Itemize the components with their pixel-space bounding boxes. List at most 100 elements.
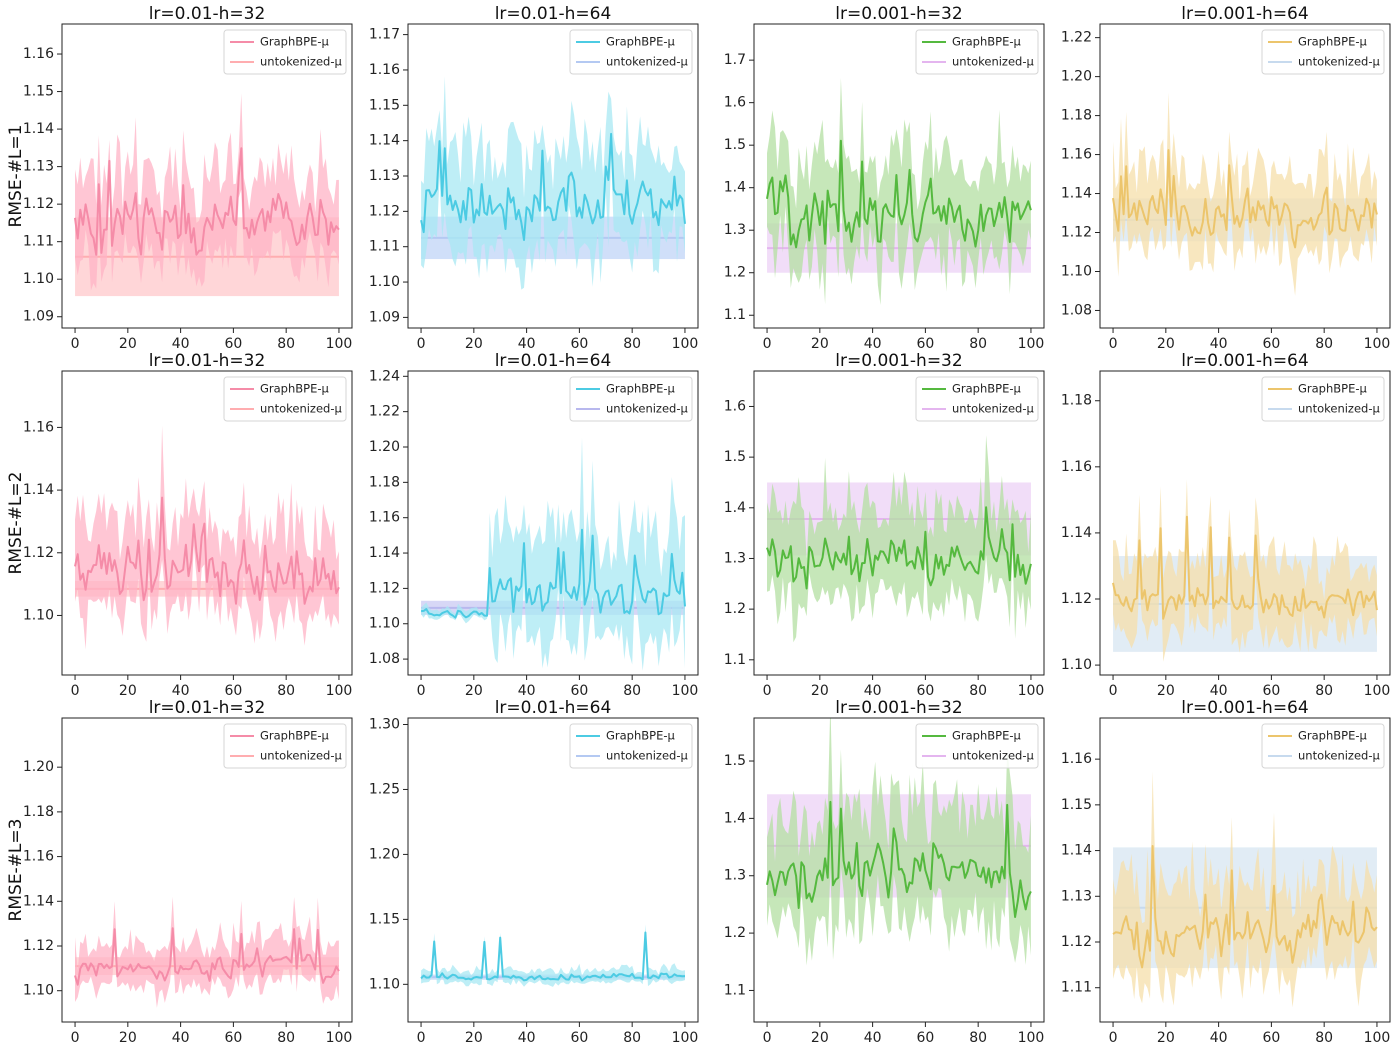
- x-tick-label: 20: [119, 683, 137, 699]
- y-tick-label: 1.08: [369, 651, 400, 667]
- subplot-title: lr=0.01-h=32: [149, 4, 266, 24]
- y-tick-label: 1.5: [724, 137, 746, 153]
- legend-box: [569, 723, 693, 769]
- x-tick-label: 100: [672, 336, 699, 352]
- subplot-title: lr=0.001-h=64: [1181, 698, 1308, 718]
- graphbpe-band: [421, 924, 685, 987]
- graphbpe-band: [1113, 479, 1377, 662]
- x-tick-label: 80: [277, 336, 295, 352]
- y-tick-label: 1.08: [1061, 302, 1092, 318]
- y-tick-label: 1.13: [1061, 888, 1092, 904]
- graphbpe-band: [767, 718, 1031, 966]
- x-tick-label: 60: [224, 683, 242, 699]
- legend-box: [1261, 723, 1385, 769]
- axes-frame: [61, 23, 353, 329]
- x-tick-label: 20: [119, 1030, 137, 1046]
- row-label: RMSE-#L=1: [6, 125, 26, 228]
- x-tick-label: 100: [326, 336, 353, 352]
- plot-area: [1112, 479, 1378, 662]
- x-tick-label: 20: [119, 336, 137, 352]
- legend-label: GraphBPE-μ: [606, 382, 676, 396]
- subplot-2-3: 1.11 1.12 1.13 1.14 1.15 1.16 0 20 40 60 80 100 lr=0…: [1061, 698, 1391, 1046]
- x-tick-label: 80: [277, 683, 295, 699]
- y-tick-label: 1.15: [369, 911, 400, 927]
- x-tick-label: 100: [1364, 1030, 1391, 1046]
- x-tick-label: 0: [763, 336, 772, 352]
- y-tick-label: 1.16: [369, 510, 400, 526]
- y-tick-label: 1.12: [1061, 591, 1092, 607]
- legend-label: untokenized-μ: [1298, 749, 1380, 763]
- subplot-title: lr=0.001-h=64: [1181, 351, 1308, 371]
- x-tick-label: 80: [969, 1030, 987, 1046]
- plot-area: [766, 435, 1032, 643]
- graphbpe-line: [74, 496, 340, 605]
- legend-box: [569, 376, 693, 422]
- y-tick-label: 1.3: [724, 868, 746, 884]
- x-tick-label: 20: [1157, 683, 1175, 699]
- y-tick-label: 1.5: [724, 753, 746, 769]
- x-tick-label: 60: [1262, 336, 1280, 352]
- y-tick-label: 1.2: [724, 601, 746, 617]
- y-tick-label: 1.24: [369, 368, 400, 384]
- legend-box: [915, 29, 1039, 75]
- x-tick-label: 60: [570, 1030, 588, 1046]
- subplot-title: lr=0.01-h=64: [495, 698, 612, 718]
- graphbpe-line: [1112, 515, 1378, 620]
- y-tick-label: 1.1: [724, 652, 746, 668]
- graphbpe-line: [766, 139, 1032, 249]
- x-tick-label: 100: [672, 683, 699, 699]
- x-tick-label: 20: [465, 1030, 483, 1046]
- y-tick-label: 1.10: [23, 271, 54, 287]
- x-tick-label: 100: [326, 1030, 353, 1046]
- legend-box: [915, 376, 1039, 422]
- axes-frame: [753, 23, 1045, 329]
- subplot-title: lr=0.01-h=32: [149, 351, 266, 371]
- x-tick-label: 40: [1210, 336, 1228, 352]
- y-tick-label: 1.1: [724, 982, 746, 998]
- y-tick-label: 1.4: [724, 500, 746, 516]
- y-tick-label: 1.12: [23, 545, 54, 561]
- x-tick-label: 0: [1109, 336, 1118, 352]
- x-tick-label: 0: [71, 1030, 80, 1046]
- plot-area: [74, 896, 340, 1008]
- y-tick-label: 1.12: [369, 203, 400, 219]
- x-tick-label: 60: [916, 1030, 934, 1046]
- x-tick-label: 40: [172, 336, 190, 352]
- row-label: RMSE-#L=2: [6, 472, 26, 575]
- x-tick-label: 80: [1315, 683, 1333, 699]
- y-tick-label: 1.14: [1061, 843, 1092, 859]
- y-tick-label: 1.20: [369, 846, 400, 862]
- legend-label: untokenized-μ: [952, 55, 1034, 69]
- x-tick-label: 100: [1018, 683, 1045, 699]
- y-tick-label: 1.13: [23, 159, 54, 175]
- y-tick-label: 1.14: [369, 545, 400, 561]
- x-tick-label: 40: [518, 336, 536, 352]
- y-tick-label: 1.14: [1061, 186, 1092, 202]
- x-tick-label: 40: [864, 336, 882, 352]
- y-tick-label: 1.15: [369, 97, 400, 113]
- axes-frame: [753, 717, 1045, 1023]
- x-tick-label: 0: [1109, 1030, 1118, 1046]
- y-tick-label: 1.10: [369, 274, 400, 290]
- y-tick-label: 1.10: [1061, 657, 1092, 673]
- x-tick-label: 40: [172, 683, 190, 699]
- x-tick-label: 40: [1210, 1030, 1228, 1046]
- y-tick-label: 1.16: [23, 46, 54, 62]
- axes-frame: [407, 370, 699, 676]
- y-tick-label: 1.4: [724, 180, 746, 196]
- y-tick-label: 1.14: [369, 133, 400, 149]
- legend-box: [569, 29, 693, 75]
- legend-label: untokenized-μ: [260, 749, 342, 763]
- graphbpe-line: [1112, 149, 1378, 249]
- legend-box: [223, 376, 347, 422]
- y-tick-label: 1.20: [1061, 69, 1092, 85]
- y-tick-label: 1.12: [1061, 225, 1092, 241]
- x-tick-label: 80: [277, 1030, 295, 1046]
- y-tick-label: 1.12: [23, 938, 54, 954]
- graphbpe-line: [1112, 845, 1378, 969]
- y-tick-label: 1.25: [369, 781, 400, 797]
- x-tick-label: 80: [1315, 1030, 1333, 1046]
- row-label: RMSE-#L=3: [6, 819, 26, 922]
- subplot-1-1: 1.08 1.10 1.12 1.14 1.16 1.18 1.20 1.22 1.24 0 20 4…: [369, 351, 699, 699]
